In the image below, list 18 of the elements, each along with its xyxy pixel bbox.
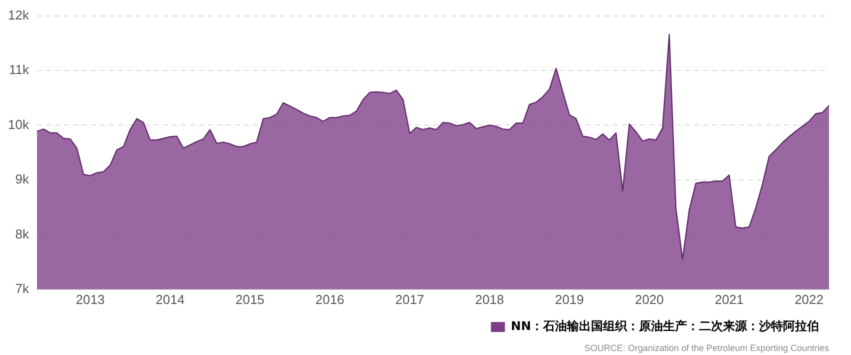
y-tick-label: 9k: [15, 172, 30, 187]
y-tick-label: 8k: [15, 226, 30, 242]
x-tick-label: 2021: [714, 292, 744, 307]
x-tick-label: 2017: [395, 292, 424, 307]
legend-label: NN：石油输出国组织：原油生产：二次来源：沙特阿拉伯: [510, 319, 820, 334]
x-tick-label: 2020: [634, 292, 664, 307]
y-tick-label: 11k: [8, 62, 30, 78]
x-tick-label: 2016: [315, 292, 344, 307]
x-tick-label: 2018: [475, 292, 504, 307]
source-note: SOURCE: Organization of the Petroleum Exporting Countries: [584, 342, 830, 353]
x-tick-label: 2019: [554, 292, 584, 307]
y-tick-label: 10k: [8, 116, 30, 132]
x-tick-label: 2015: [235, 292, 264, 307]
y-tick-label: 12k: [8, 7, 30, 22]
x-tick-label: 2022: [794, 292, 824, 307]
y-tick-label: 7k: [15, 280, 30, 296]
x-tick-label: 2014: [156, 292, 185, 307]
x-tick-label: 2013: [76, 292, 105, 307]
